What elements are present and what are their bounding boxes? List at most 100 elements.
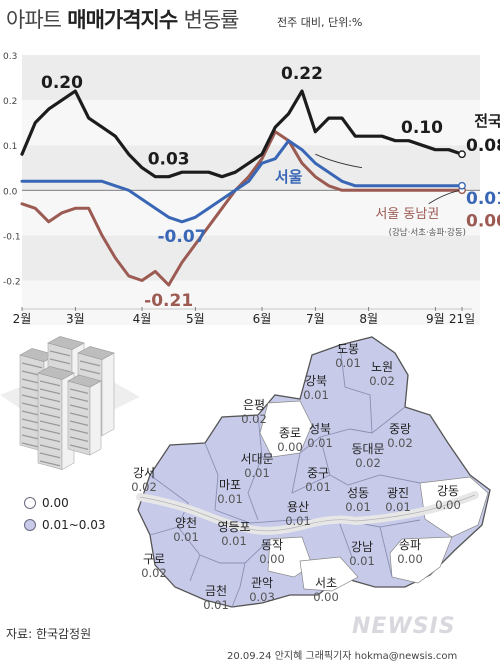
district-name: 강동 — [437, 484, 459, 498]
district-value: 0.01 — [173, 530, 199, 544]
window-row — [39, 396, 61, 403]
district-name: 종로 — [279, 426, 301, 440]
building-roof — [37, 366, 75, 380]
district-value: 0.01 — [221, 534, 247, 548]
district-label-마포: 마포0.01 — [217, 478, 243, 506]
seoul-district-map: 도봉0.01 노원0.02강북0.01은평0.02성북0.01종로0.00중랑0.… — [0, 336, 491, 612]
district-name: 광진 — [387, 486, 409, 500]
y-tick-label: 0.2 — [3, 97, 17, 107]
district-white — [389, 536, 453, 584]
x-tick-label: 6월 — [253, 312, 272, 325]
district-value: 0.01 — [305, 480, 331, 494]
title-bar: 아파트 매매가격지수 변동률 전주 대비, 단위:% — [0, 0, 500, 42]
district-value: 0.01 — [285, 514, 311, 528]
window-row — [79, 360, 101, 367]
district-label-서초: 서초0.00 — [313, 576, 339, 604]
district-label-종로: 종로0.00 — [277, 426, 303, 454]
district-label-강동: 강동0.00 — [435, 484, 461, 512]
district-name: 영등포 — [217, 520, 250, 534]
district-name: 강북 — [305, 374, 327, 388]
y-tick-label: 0.3 — [3, 52, 17, 62]
window-row — [39, 380, 61, 387]
district-value: 0.01 — [303, 388, 329, 402]
callout-arrow — [428, 189, 460, 205]
y-tick-label: 0.0 — [3, 187, 18, 197]
building-face — [67, 380, 91, 456]
title-light: 아파트 — [6, 8, 62, 32]
series-line-1 — [20, 139, 464, 224]
district-name: 성동 — [347, 486, 369, 500]
x-tick-label: 4월 — [133, 312, 152, 325]
apartment-illustration — [0, 336, 140, 471]
legend-label: 0.00 — [42, 496, 69, 510]
window-row — [49, 350, 71, 357]
district-label-중랑: 중랑0.02 — [387, 422, 413, 450]
legend-item-zero: 0.00 — [24, 492, 106, 514]
district-name: 서대문 — [240, 452, 273, 466]
series-end-marker — [458, 181, 466, 190]
x-tick-label: 3월 — [66, 312, 85, 325]
district-label-양천: 양천0.01 — [173, 515, 199, 544]
district-value: 0.01 — [385, 500, 411, 514]
series-line-2 — [20, 130, 464, 287]
x-tick-label: 8월 — [359, 312, 378, 325]
window-row — [39, 388, 61, 395]
district-name: 마포 — [219, 478, 241, 492]
window-row — [39, 444, 61, 451]
district-label-송파: 송파0.00 — [397, 538, 423, 566]
series-name-label: 서울 — [275, 168, 303, 186]
district-value: 0.01 — [217, 492, 243, 506]
window-row — [69, 396, 89, 403]
building-roof — [47, 336, 85, 350]
building-roof — [67, 374, 102, 388]
district-value: 0.00 — [313, 590, 339, 604]
data-label: 0.03 — [148, 150, 190, 170]
data-label: 0.20 — [41, 73, 83, 93]
district-label-강북: 강북0.01 — [303, 374, 329, 402]
district-white — [299, 556, 359, 592]
district-label-강남: 강남0.01 — [349, 540, 375, 568]
district-label-도봉: 도봉0.01 — [335, 342, 361, 370]
window-row — [69, 412, 89, 419]
district-name: 송파 — [399, 538, 421, 552]
grid-band — [22, 55, 480, 101]
map-legend: 0.00 0.01~0.03 — [24, 492, 106, 536]
y-tick-label: -0.1 — [3, 232, 21, 242]
grid-band — [22, 145, 480, 191]
district-border — [339, 344, 373, 434]
data-label: 0.22 — [281, 64, 323, 84]
district-label-금천: 금천0.01 — [203, 583, 229, 612]
district-value: 0.01 — [345, 500, 371, 514]
window-row — [39, 428, 61, 435]
district-name: 동대문 — [351, 442, 384, 456]
district-label-용산: 용산0.01 — [285, 500, 311, 528]
window-row — [39, 460, 61, 467]
district-name: 노원 — [371, 360, 393, 374]
legend-swatch-blue — [24, 519, 36, 531]
series-name-label: 전국 — [474, 112, 500, 130]
district-value: 0.01 — [244, 466, 270, 480]
window-row — [39, 420, 61, 427]
credit-line: 20.09.24 안지혜 그래픽기자 hokma@newsis.com — [227, 651, 458, 662]
window-row — [69, 436, 89, 443]
district-label-동작: 동작0.00 — [259, 538, 285, 566]
y-tick-label: 0.1 — [3, 142, 17, 152]
window-row — [69, 404, 89, 411]
district-label-노원: 노원0.02 — [369, 360, 395, 388]
district-name: 양천 — [175, 515, 197, 530]
district-label-성북: 성북0.01 — [307, 422, 333, 450]
building-side — [89, 380, 102, 456]
district-value: 0.01 — [307, 436, 333, 450]
district-name: 동작 — [261, 538, 283, 552]
y-tick-label: -0.2 — [3, 277, 21, 287]
district-value: 0.02 — [131, 480, 157, 494]
unit-label: 전주 대비, 단위:% — [277, 16, 363, 29]
han-river-edge — [139, 494, 476, 532]
x-tick-label: 2월 — [13, 312, 32, 325]
district-border — [291, 452, 331, 494]
line-chart: 0.3 0.2 0.1 0.0 -0.1 -0.2 2월 3월 4월 5월 6월 7월 8월 9월 21일 0… — [3, 52, 500, 325]
legend-swatch-white — [24, 497, 36, 509]
district-label-은평: 은평0.02 — [241, 398, 267, 426]
